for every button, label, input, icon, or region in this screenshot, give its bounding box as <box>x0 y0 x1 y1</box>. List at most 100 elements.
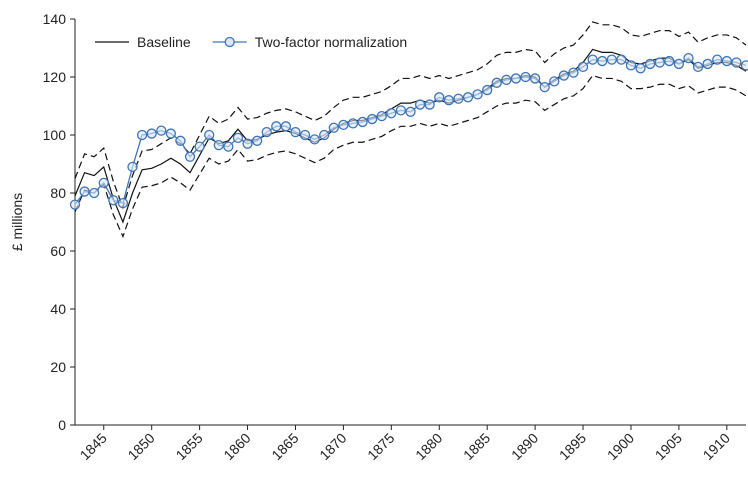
series-marker <box>204 129 215 141</box>
series-marker <box>702 58 713 70</box>
y-tick-label: 40 <box>50 301 66 317</box>
series-marker <box>89 187 100 199</box>
x-tick-label: 1855 <box>172 430 205 463</box>
x-tick-label: 1860 <box>220 430 253 463</box>
series-marker <box>529 73 541 84</box>
series-marker <box>482 84 493 96</box>
series-marker <box>712 54 723 65</box>
series-marker <box>654 57 665 68</box>
series-marker <box>520 71 531 83</box>
series-marker <box>692 61 704 72</box>
series-marker <box>501 74 512 86</box>
series-marker <box>271 121 282 132</box>
series-marker <box>156 125 167 136</box>
series-marker <box>347 118 359 129</box>
series-marker <box>606 54 617 65</box>
series-marker <box>280 121 292 132</box>
series-marker <box>251 135 263 146</box>
series-marker <box>405 106 416 117</box>
series-marker <box>587 54 598 65</box>
series-marker <box>194 141 205 152</box>
y-axis-label: £ millions <box>9 193 25 251</box>
series-line <box>74 57 747 205</box>
x-tick-label: 1865 <box>268 430 301 463</box>
x-tick-label: 1885 <box>460 430 493 463</box>
series-marker <box>549 76 560 87</box>
series-marker <box>338 119 349 130</box>
series-marker <box>127 161 138 173</box>
series-marker <box>108 195 119 206</box>
x-tick-label: 1875 <box>364 430 397 463</box>
series-marker <box>146 128 157 139</box>
series-marker <box>539 82 550 93</box>
x-tick-label: 1850 <box>124 430 157 463</box>
series-marker <box>597 55 608 67</box>
series-marker <box>357 116 368 128</box>
series-marker <box>175 135 186 146</box>
series-marker <box>625 60 637 71</box>
series-marker <box>558 70 570 81</box>
series-marker <box>462 92 474 103</box>
legend-label: Two-factor normalization <box>255 34 408 50</box>
x-tick-label: 1845 <box>77 430 110 463</box>
series-marker <box>414 99 426 110</box>
series-marker <box>261 126 272 138</box>
series-marker <box>376 111 387 122</box>
series-marker <box>424 99 435 110</box>
series-marker <box>635 63 646 74</box>
series-marker <box>213 139 224 151</box>
series-marker <box>616 54 627 65</box>
series-line <box>74 48 747 224</box>
series-marker <box>232 132 244 144</box>
series-marker <box>683 53 694 64</box>
series-marker <box>290 126 301 138</box>
series-marker <box>309 134 320 145</box>
x-tick-label: 1895 <box>556 430 589 463</box>
series-marker <box>165 128 177 139</box>
series-marker <box>223 141 234 152</box>
series-marker <box>299 129 311 141</box>
series-marker <box>472 89 483 100</box>
legend-label: Baseline <box>137 34 191 50</box>
y-tick-label: 60 <box>50 243 66 259</box>
series-marker <box>443 95 454 106</box>
series-marker <box>434 92 445 103</box>
series-marker <box>740 60 748 71</box>
series-marker <box>673 58 685 70</box>
series-marker <box>79 186 90 197</box>
series-marker <box>577 61 589 72</box>
series-marker <box>510 73 522 84</box>
series-line <box>74 74 747 239</box>
series-marker <box>644 58 656 70</box>
x-tick-label: 1870 <box>316 430 349 463</box>
legend-marker <box>224 36 235 48</box>
y-tick-label: 0 <box>58 417 66 433</box>
x-tick-label: 1910 <box>700 430 733 463</box>
series-marker <box>453 93 464 104</box>
series-marker <box>395 105 407 116</box>
series-marker <box>98 177 109 189</box>
y-tick-label: 100 <box>43 127 67 143</box>
series-marker <box>328 122 339 133</box>
series-marker <box>242 138 253 149</box>
series-marker <box>386 108 397 119</box>
x-tick-label: 1905 <box>652 430 685 463</box>
y-tick-label: 20 <box>50 359 66 375</box>
y-tick-label: 120 <box>43 69 67 85</box>
x-tick-label: 1900 <box>604 430 637 463</box>
series-marker <box>69 199 81 210</box>
series-marker <box>117 197 129 209</box>
series-marker <box>136 129 148 141</box>
series-marker <box>491 77 502 88</box>
series-marker <box>319 129 330 141</box>
y-tick-label: 80 <box>50 185 66 201</box>
x-tick-label: 1880 <box>412 430 445 463</box>
y-tick-label: 140 <box>43 11 67 27</box>
series-marker <box>568 67 579 78</box>
series-marker <box>731 57 742 68</box>
series-marker <box>367 113 378 125</box>
series-marker <box>184 151 196 162</box>
series-marker <box>664 55 675 67</box>
x-tick-label: 1890 <box>508 430 541 463</box>
